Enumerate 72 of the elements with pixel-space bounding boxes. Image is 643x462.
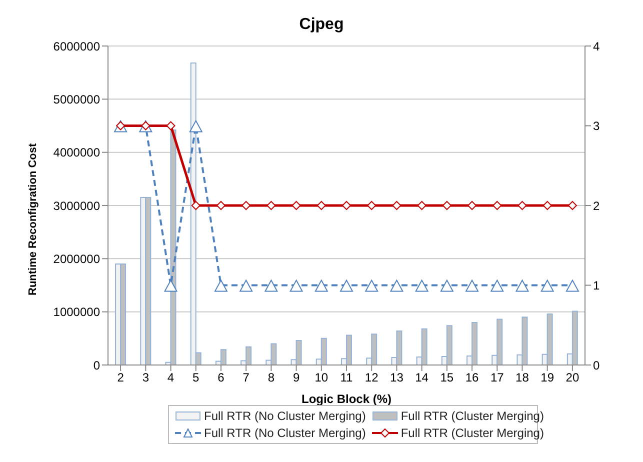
point	[292, 201, 301, 210]
x-tick-label: 9	[292, 370, 300, 385]
point	[390, 280, 404, 292]
point	[214, 280, 228, 292]
x-tick-label: 18	[516, 370, 530, 385]
point	[316, 201, 326, 210]
y-tick-label: 2000000	[53, 252, 100, 266]
x-tick-label: 10	[314, 370, 328, 385]
x-tick-label: 15	[440, 370, 454, 385]
point	[392, 201, 402, 210]
legend-label: Full RTR (No Cluster Merging)	[204, 426, 366, 440]
x-tick-label: 2	[117, 370, 124, 385]
point	[242, 201, 251, 210]
y-tick-label: 6000000	[53, 39, 100, 54]
y2-tick-label: 2	[593, 198, 600, 213]
y2-tick-label: 3	[593, 119, 600, 134]
y-tick-label: 1000000	[53, 305, 100, 320]
point	[466, 280, 479, 292]
point	[468, 201, 477, 210]
legend-label: Full RTR (No Cluster Merging)	[204, 409, 366, 423]
legend-label: Full RTR (Cluster Merging)	[400, 409, 544, 423]
point	[290, 280, 303, 292]
x-tick-label: 11	[340, 370, 354, 385]
chart-title: Cjpeg	[298, 16, 345, 34]
point	[490, 280, 504, 292]
point	[440, 280, 454, 292]
point	[492, 201, 502, 210]
x-tick-label: 6	[218, 370, 225, 385]
x-tick-label: 13	[390, 370, 404, 385]
y-tick-label: 3000000	[53, 198, 100, 213]
point	[189, 120, 202, 132]
point	[367, 201, 376, 210]
point	[340, 280, 353, 292]
point	[415, 280, 428, 292]
y2-tick-label: 0	[593, 358, 600, 372]
point	[164, 280, 178, 292]
y-axis-title: Runtime Reconfigration Cost	[26, 142, 39, 296]
x-tick-label: 19	[540, 370, 554, 385]
point	[516, 280, 529, 292]
y-tick-label: 0	[93, 358, 100, 372]
x-tick-label: 4	[167, 370, 174, 385]
x-tick-label: 12	[364, 370, 379, 385]
y2-tick-label: 4	[593, 39, 600, 54]
point	[568, 201, 577, 210]
y-tick-label: 5000000	[53, 92, 100, 106]
x-tick-label: 3	[142, 370, 150, 385]
x-tick-label: 8	[268, 370, 275, 385]
y2-tick-label: 1	[593, 278, 600, 293]
point	[542, 201, 552, 210]
x-tick-label: 14	[415, 370, 429, 385]
point	[240, 280, 253, 292]
point	[518, 201, 527, 210]
point	[264, 280, 278, 292]
point	[314, 280, 328, 292]
point	[266, 201, 276, 210]
point	[566, 280, 579, 292]
point	[342, 201, 351, 210]
x-tick-label: 5	[192, 370, 200, 385]
point	[191, 201, 200, 210]
x-tick-label: 20	[566, 370, 580, 385]
point	[442, 201, 452, 210]
x-tick-label: 16	[465, 370, 480, 385]
point	[216, 201, 226, 210]
point	[365, 280, 378, 292]
y-tick-label: 4000000	[53, 146, 100, 160]
point	[540, 280, 554, 292]
point	[417, 201, 426, 210]
x-tick-label: 7	[242, 370, 250, 385]
legend-label: Full RTR (Cluster Merging)	[400, 426, 544, 440]
x-tick-label: 17	[490, 370, 504, 385]
x-axis-title: Logic Block (%)	[301, 392, 392, 406]
point	[166, 121, 176, 130]
